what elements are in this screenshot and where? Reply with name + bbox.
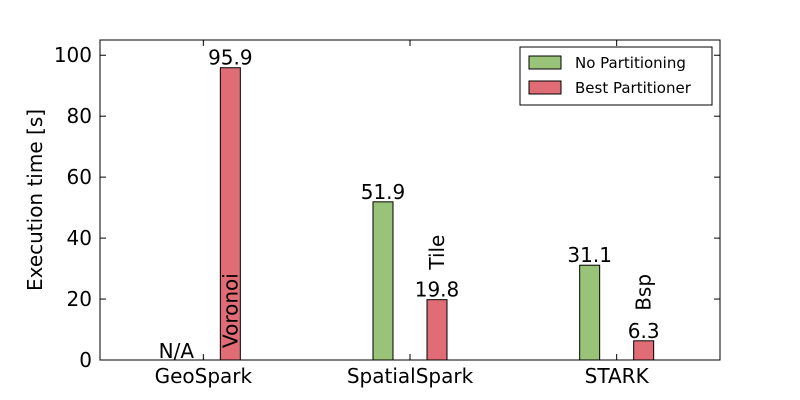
bar-value-label: N/A — [159, 339, 195, 363]
x-tick-label: SpatialSpark — [347, 364, 474, 388]
legend-label: No Partitioning — [575, 54, 686, 72]
y-axis-label: Execution time [s] — [23, 109, 47, 291]
bar — [633, 340, 655, 361]
bar-value-label: 51.9 — [361, 180, 406, 204]
bar-value-label: 95.9 — [208, 46, 253, 70]
partitioner-label: Voronoi — [218, 273, 242, 348]
x-tick-label: STARK — [585, 364, 650, 388]
y-tick-label: 20 — [67, 287, 92, 311]
y-tick-label: 80 — [67, 104, 92, 128]
legend: No Partitioning Best Partitioner — [519, 46, 713, 106]
bar — [219, 67, 241, 361]
legend-swatch — [528, 55, 562, 70]
y-tick-label: 100 — [54, 43, 92, 67]
partitioner-label: Tile — [425, 235, 449, 271]
data-labels: N/A 95.9 Voronoi 51.9 19.8 Tile 31.1 6.3 Bsp — [159, 46, 660, 363]
bar — [372, 201, 394, 361]
legend-label: Best Partitioner — [575, 79, 692, 97]
axes: 0 20 40 60 80 100 GeoSpark SpatialSpark STARK — [54, 39, 721, 388]
bars — [219, 67, 655, 361]
bar-value-label: 6.3 — [628, 319, 660, 343]
partitioner-label: Bsp — [632, 274, 656, 311]
bar — [579, 264, 601, 361]
bar-value-label: 19.8 — [415, 278, 460, 302]
x-tick-label: GeoSpark — [155, 364, 253, 388]
bar-value-label: 31.1 — [567, 243, 612, 267]
bar — [426, 299, 448, 361]
y-tick-label: 0 — [79, 348, 92, 372]
legend-swatch — [528, 80, 562, 95]
y-tick-label: 40 — [67, 226, 92, 250]
y-tick-label: 60 — [67, 165, 92, 189]
